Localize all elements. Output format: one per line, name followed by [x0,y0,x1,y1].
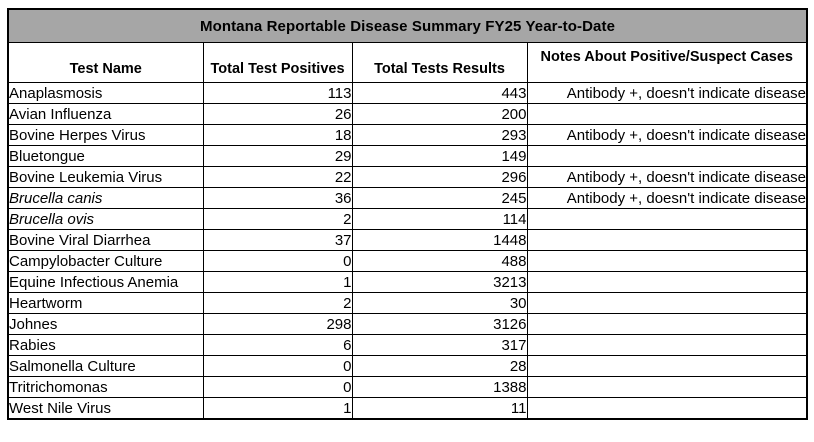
table-row: Tritrichomonas 0 1388 [7,376,808,398]
table-row: Bovine Viral Diarrhea 37 1448 [7,229,808,251]
total-test-positives-cell: 0 [202,250,353,272]
table-row: Heartworm 2 30 [7,292,808,314]
total-tests-results-cell: 1388 [351,376,528,398]
total-test-positives-cell: 6 [202,334,353,356]
table-body: Anaplasmosis 113 443 Antibody +, doesn't in… [7,82,808,420]
test-name-cell: Anaplasmosis [7,82,204,104]
total-tests-results-cell: 3126 [351,313,528,335]
total-test-positives-cell: 37 [202,229,353,251]
test-name-cell: West Nile Virus [7,397,204,420]
disease-summary-table: Montana Reportable Disease Summary FY25 … [7,8,809,420]
note-cell: Antibody +, doesn't indicate disease [526,124,808,146]
total-test-positives-cell: 298 [202,313,353,335]
note-cell: Antibody +, doesn't indicate disease [526,82,808,104]
test-name-cell: Campylobacter Culture [7,250,204,272]
table-row: Bovine Herpes Virus 18 293 Antibody +, does… [7,124,808,146]
table-row: Salmonella Culture 0 28 [7,355,808,377]
table-row: Avian Influenza 26 200 [7,103,808,125]
test-name-cell: Brucella ovis [7,208,204,230]
note-cell [526,229,808,251]
column-header-notes: Notes About Positive/Suspect Cases [526,42,808,83]
note-cell [526,313,808,335]
test-name-cell: Tritrichomonas [7,376,204,398]
total-test-positives-cell: 29 [202,145,353,167]
total-test-positives-cell: 0 [202,376,353,398]
table-row: Brucella canis 36 245 Antibody +, doesn't i… [7,187,808,209]
note-cell: Antibody +, doesn't indicate disease [526,166,808,188]
note-cell: Antibody +, doesn't indicate disease [526,187,808,209]
test-name-cell: Bovine Leukemia Virus [7,166,204,188]
test-name-cell: Bovine Viral Diarrhea [7,229,204,251]
note-cell [526,355,808,377]
test-name-cell: Equine Infectious Anemia [7,271,204,293]
total-tests-results-cell: 200 [351,103,528,125]
note-cell [526,397,808,420]
test-name-cell: Brucella canis [7,187,204,209]
note-cell [526,103,808,125]
total-tests-results-cell: 30 [351,292,528,314]
total-test-positives-cell: 2 [202,292,353,314]
table-row: Brucella ovis 2 114 [7,208,808,230]
total-tests-results-cell: 1448 [351,229,528,251]
total-test-positives-cell: 113 [202,82,353,104]
total-test-positives-cell: 36 [202,187,353,209]
table-row: Bovine Leukemia Virus 22 296 Antibody +, do… [7,166,808,188]
total-test-positives-cell: 1 [202,271,353,293]
total-tests-results-cell: 293 [351,124,528,146]
total-test-positives-cell: 18 [202,124,353,146]
note-cell [526,250,808,272]
note-cell [526,145,808,167]
total-tests-results-cell: 3213 [351,271,528,293]
note-cell [526,334,808,356]
column-header-total-tests-results: Total Tests Results [351,42,528,83]
table-row: Rabies 6 317 [7,334,808,356]
total-tests-results-cell: 28 [351,355,528,377]
total-tests-results-cell: 317 [351,334,528,356]
test-name-cell: Johnes [7,313,204,335]
table-row: Campylobacter Culture 0 488 [7,250,808,272]
table-row: Johnes 298 3126 [7,313,808,335]
total-tests-results-cell: 11 [351,397,528,420]
column-header-total-test-positives: Total Test Positives [202,42,353,83]
column-header-test-name: Test Name [7,42,204,83]
total-tests-results-cell: 443 [351,82,528,104]
test-name-cell: Heartworm [7,292,204,314]
header-row: Test Name Total Test Positives Total Tes… [7,42,808,83]
total-test-positives-cell: 26 [202,103,353,125]
total-test-positives-cell: 22 [202,166,353,188]
table-row: West Nile Virus 1 11 [7,397,808,420]
total-tests-results-cell: 114 [351,208,528,230]
total-tests-results-cell: 488 [351,250,528,272]
title-row: Montana Reportable Disease Summary FY25 … [7,8,808,43]
note-cell [526,271,808,293]
note-cell [526,292,808,314]
note-cell [526,208,808,230]
table-row: Anaplasmosis 113 443 Antibody +, doesn't in… [7,82,808,104]
table-row: Bluetongue 29 149 [7,145,808,167]
total-test-positives-cell: 2 [202,208,353,230]
test-name-cell: Bovine Herpes Virus [7,124,204,146]
total-tests-results-cell: 245 [351,187,528,209]
test-name-cell: Bluetongue [7,145,204,167]
table-title: Montana Reportable Disease Summary FY25 … [7,8,808,43]
test-name-cell: Salmonella Culture [7,355,204,377]
test-name-cell: Avian Influenza [7,103,204,125]
total-test-positives-cell: 0 [202,355,353,377]
table-row: Equine Infectious Anemia 1 3213 [7,271,808,293]
test-name-cell: Rabies [7,334,204,356]
total-test-positives-cell: 1 [202,397,353,420]
note-cell [526,376,808,398]
total-tests-results-cell: 296 [351,166,528,188]
total-tests-results-cell: 149 [351,145,528,167]
